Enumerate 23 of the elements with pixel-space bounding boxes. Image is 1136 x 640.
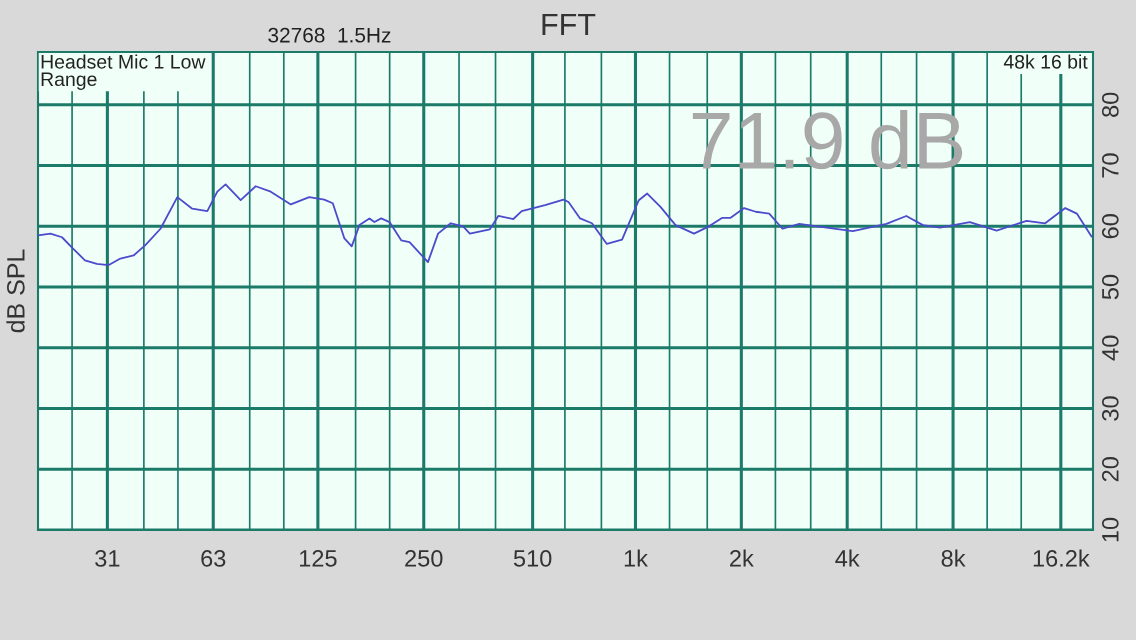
y-tick-label: 10 <box>1101 517 1119 542</box>
y-tick-label: 60 <box>1101 214 1119 239</box>
y-tick-label: 50 <box>1101 274 1119 300</box>
x-tick-label: 31 <box>95 550 120 567</box>
x-tick-label: 250 <box>405 550 443 567</box>
y-axis-title: dB SPL <box>6 249 25 333</box>
x-tick-label: 63 <box>201 550 226 567</box>
x-tick-label: 8k <box>941 549 966 567</box>
y-tick-label: 70 <box>1101 153 1119 178</box>
x-tick-label: 2k <box>730 549 754 567</box>
x-tick-label: 510 <box>513 550 552 567</box>
y-tick-label: 80 <box>1101 92 1119 117</box>
x-tick-label: 4k <box>835 549 860 567</box>
chart-title: FFT <box>542 13 596 35</box>
chart-subtitle: 32768 1.5Hz <box>268 27 391 43</box>
y-tick-label: 30 <box>1101 396 1119 421</box>
y-tick-label: 40 <box>1101 335 1119 361</box>
x-tick-label: 16.2k <box>1033 549 1090 567</box>
y-tick-label: 20 <box>1101 457 1119 482</box>
x-tick-label: 125 <box>299 550 337 567</box>
x-tick-label: 1k <box>624 549 648 567</box>
annotation: Headset Mic 1 Low Range <box>41 54 206 90</box>
annotation: 48k 16 bit <box>1003 54 1088 69</box>
